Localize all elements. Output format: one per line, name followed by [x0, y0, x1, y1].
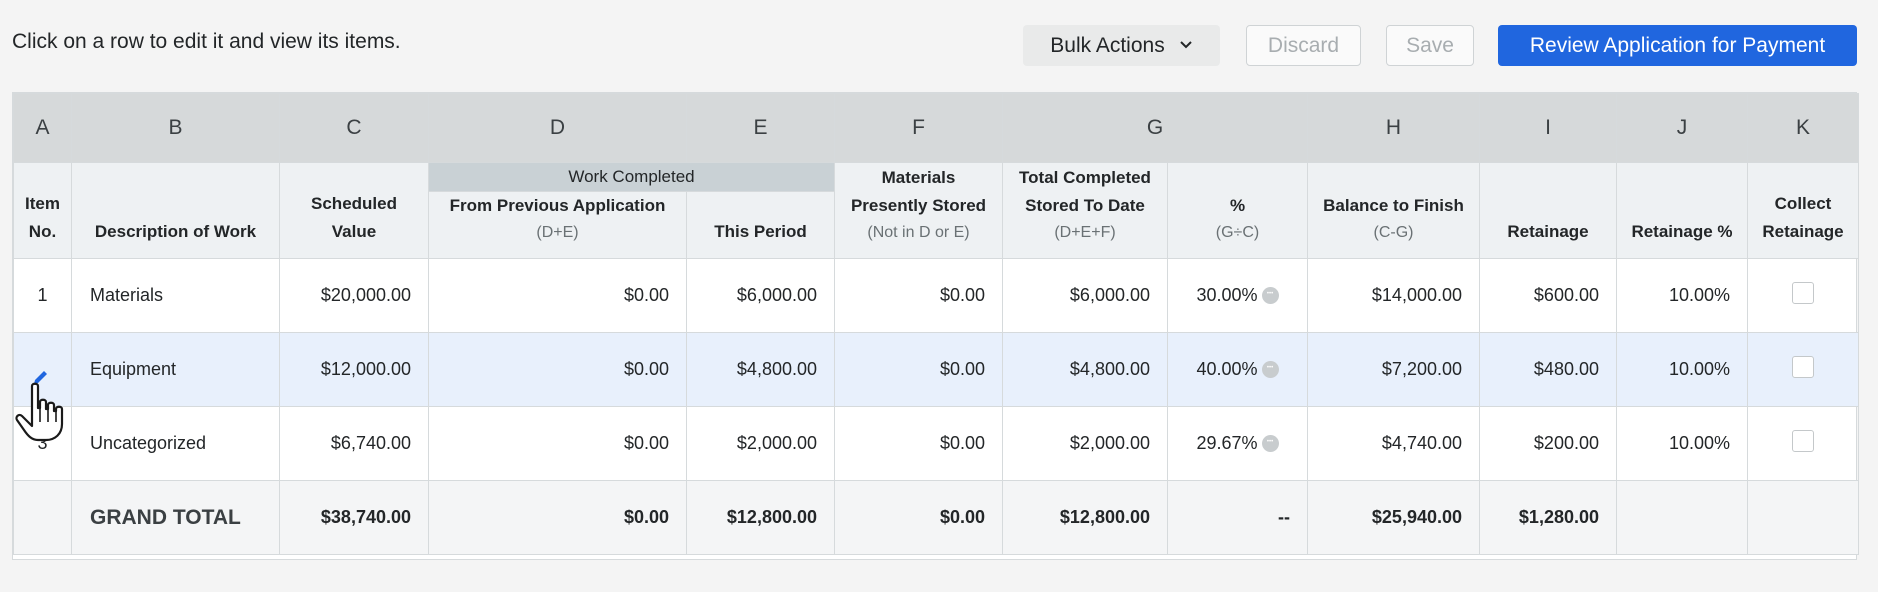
description-cell: Materials [71, 258, 280, 333]
collect-retainage-checkbox[interactable] [1792, 282, 1814, 304]
grand-total-retainage-percent [1616, 480, 1748, 555]
toolbar: Click on a row to edit it and view its i… [0, 0, 1878, 92]
percent-cell: 40.00% [1167, 332, 1308, 407]
more-icon[interactable] [1261, 286, 1279, 304]
column-letter: E [686, 93, 835, 163]
grand-total-completed: $12,800.00 [1002, 480, 1168, 555]
retainage-cell: $200.00 [1479, 406, 1617, 481]
retainage-cell: $480.00 [1479, 332, 1617, 407]
grand-total-collect [1747, 480, 1859, 555]
materials-stored-cell: $0.00 [834, 332, 1003, 407]
header-total-completed: Total Completed Stored To Date (D+E+F) [1002, 162, 1168, 259]
header-retainage: Retainage [1479, 162, 1617, 259]
grand-total-scheduled: $38,740.00 [279, 480, 429, 555]
header-work-completed: Work Completed [428, 162, 835, 192]
hand-pointer-cursor-icon [15, 382, 64, 442]
grand-total-retainage: $1,280.00 [1479, 480, 1617, 555]
grand-total-this-period: $12,800.00 [686, 480, 835, 555]
column-letter: C [279, 93, 429, 163]
column-letter: D [428, 93, 687, 163]
balance-cell: $7,200.00 [1307, 332, 1480, 407]
header-materials-stored: Materials Presently Stored (Not in D or E… [834, 162, 1003, 259]
retainage-percent-cell: 10.00% [1616, 258, 1748, 333]
materials-stored-cell: $0.00 [834, 406, 1003, 481]
instruction-text: Click on a row to edit it and view its i… [12, 30, 401, 53]
column-letter: K [1747, 93, 1859, 163]
item-no-cell: 1 [13, 258, 72, 333]
retainage-cell: $600.00 [1479, 258, 1617, 333]
header-from-previous-application: From Previous Application (D+E) [428, 191, 687, 259]
column-letter: I [1479, 93, 1617, 163]
percent-cell: 30.00% [1167, 258, 1308, 333]
collect-retainage-checkbox[interactable] [1792, 430, 1814, 452]
collect-retainage-checkbox[interactable] [1792, 356, 1814, 378]
total-completed-cell: $6,000.00 [1002, 258, 1168, 333]
description-cell: Equipment [71, 332, 280, 407]
column-letter: H [1307, 93, 1480, 163]
retainage-percent-cell: 10.00% [1616, 406, 1748, 481]
scheduled-value-cell: $12,000.00 [279, 332, 429, 407]
this-period-cell: $4,800.00 [686, 332, 835, 407]
description-cell: Uncategorized [71, 406, 280, 481]
item-no-cell [13, 332, 72, 407]
total-completed-cell: $4,800.00 [1002, 332, 1168, 407]
column-letter: G [1002, 93, 1308, 163]
table-row-selected[interactable]: Equipment $12,000.00 $0.00 $4,800.00 $0.… [13, 332, 1859, 407]
column-letter: A [13, 93, 72, 163]
column-letter: F [834, 93, 1003, 163]
collect-retainage-cell [1747, 332, 1859, 407]
scheduled-value-cell: $6,740.00 [279, 406, 429, 481]
save-button[interactable]: Save [1386, 25, 1474, 66]
column-letter: B [71, 93, 280, 163]
column-letter-row: A B C D E F G H I J K [13, 93, 1859, 163]
materials-stored-cell: $0.00 [834, 258, 1003, 333]
balance-cell: $4,740.00 [1307, 406, 1480, 481]
discard-button[interactable]: Discard [1246, 25, 1361, 66]
this-period-cell: $6,000.00 [686, 258, 835, 333]
from-previous-cell: $0.00 [428, 258, 687, 333]
chevron-down-icon [1179, 36, 1193, 54]
pencil-edit-icon[interactable] [32, 370, 48, 386]
more-icon[interactable] [1261, 360, 1279, 378]
scheduled-value-cell: $20,000.00 [279, 258, 429, 333]
review-application-button[interactable]: Review Application for Payment [1498, 25, 1857, 66]
column-header-row: Item No. Description of Work Scheduled Val… [13, 162, 1859, 259]
grand-total-row: GRAND TOTAL $38,740.00 $0.00 $12,800.00 … [13, 480, 1859, 555]
grand-total-balance: $25,940.00 [1307, 480, 1480, 555]
collect-retainage-cell [1747, 258, 1859, 333]
this-period-cell: $2,000.00 [686, 406, 835, 481]
table-row[interactable]: 3 Uncategorized $6,740.00 $0.00 $2,000.0… [13, 406, 1859, 481]
from-previous-cell: $0.00 [428, 406, 687, 481]
header-percent: % (G÷C) [1167, 162, 1308, 259]
column-letter: J [1616, 93, 1748, 163]
schedule-of-values-table: A B C D E F G H I J K Item No. Descriptio… [12, 92, 1859, 560]
grand-total-materials: $0.00 [834, 480, 1003, 555]
bulk-actions-dropdown[interactable]: Bulk Actions [1023, 25, 1220, 66]
column-subheader-row: From Previous Application (D+E) This Per… [14, 191, 1859, 259]
retainage-percent-cell: 10.00% [1616, 332, 1748, 407]
header-balance-to-finish: Balance to Finish (C-G) [1307, 162, 1480, 259]
header-scheduled-value: Scheduled Value [279, 162, 429, 259]
header-this-period: This Period [686, 191, 835, 259]
header-item-no: Item No. [13, 162, 72, 259]
total-completed-cell: $2,000.00 [1002, 406, 1168, 481]
header-description: Description of Work [71, 162, 280, 259]
balance-cell: $14,000.00 [1307, 258, 1480, 333]
from-previous-cell: $0.00 [428, 332, 687, 407]
header-retainage-percent: Retainage % [1616, 162, 1748, 259]
bulk-actions-label: Bulk Actions [1050, 33, 1165, 57]
more-icon[interactable] [1261, 434, 1279, 452]
grand-total-from-previous: $0.00 [428, 480, 687, 555]
table-row[interactable]: 1 Materials $20,000.00 $0.00 $6,000.00 $… [13, 258, 1859, 333]
header-collect-retainage: Collect Retainage [1747, 162, 1859, 259]
collect-retainage-cell [1747, 406, 1859, 481]
grand-total-item-cell [13, 480, 72, 555]
grand-total-percent: -- [1167, 480, 1308, 555]
grand-total-label: GRAND TOTAL [71, 480, 280, 555]
percent-cell: 29.67% [1167, 406, 1308, 481]
